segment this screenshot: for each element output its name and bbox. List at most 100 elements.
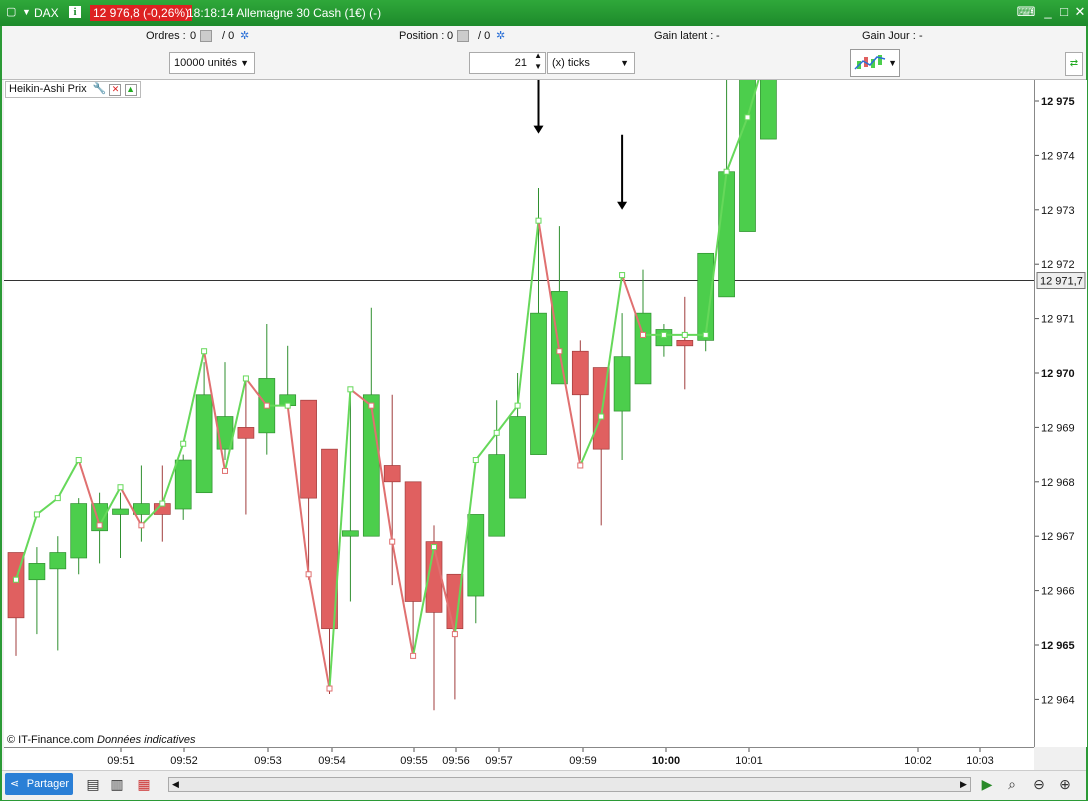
gear-icon[interactable]: ✲ <box>496 30 506 42</box>
line-segment <box>370 405 394 542</box>
credit-source: © IT-Finance.com <box>7 734 94 746</box>
zoom-out-icon[interactable]: ⊖ <box>1033 776 1045 792</box>
line-point <box>201 348 208 355</box>
line-point <box>75 457 82 464</box>
candle-body <box>112 508 129 515</box>
scroll-left-icon[interactable]: ◀ <box>172 779 179 789</box>
candle-body <box>195 394 213 494</box>
current-price-label: 12 971,7 <box>1040 276 1083 288</box>
candle-body <box>404 481 422 602</box>
line-segment <box>725 116 749 173</box>
price-tick-label: 12 965 <box>1041 640 1075 652</box>
line-segment <box>182 351 206 444</box>
line-point <box>514 402 521 409</box>
candle-body <box>488 454 506 537</box>
line-segment <box>412 546 435 657</box>
line-segment <box>161 443 185 504</box>
day-gain-label: Gain Jour : <box>862 30 916 42</box>
chart-settings-icon[interactable]: ▤ <box>86 776 100 792</box>
line-point <box>619 272 626 279</box>
line-point <box>242 375 249 382</box>
orders-value-2: / 0 <box>222 30 235 42</box>
line-segment <box>475 432 498 461</box>
price-tick-label: 12 970 <box>1041 368 1075 380</box>
time-scale[interactable]: 09:51 09:52 09:53 09:54 09:55 09:56 09:57 09:59… <box>4 747 1034 770</box>
zoom-icon[interactable]: ⌕ <box>1008 776 1016 792</box>
info-icon[interactable]: i <box>69 6 81 18</box>
instrument-name[interactable]: DAX <box>34 6 59 20</box>
line-segment <box>140 502 164 527</box>
price-scale[interactable]: 12 964 12 965 12 966 12 967 12 968 12 969 12 9… <box>1034 80 1087 747</box>
line-segment <box>621 274 644 336</box>
period-stepper[interactable]: 21 ▲ ▼ <box>469 51 546 74</box>
autoscroll-icon[interactable]: ▶ <box>981 776 993 792</box>
current-price-box <box>1036 272 1086 290</box>
candle-body <box>676 340 694 347</box>
time-tick-label: 09:59 <box>569 755 597 767</box>
stepper-arrows-icon[interactable]: ▲ ▼ <box>534 51 542 71</box>
keyboard-icon[interactable]: ⌨ <box>1016 4 1036 19</box>
line-segment <box>56 459 80 499</box>
candlestick-chart[interactable] <box>4 43 1034 747</box>
candle-body <box>49 552 67 570</box>
price-tick-label: 12 964 <box>1041 694 1075 706</box>
scroll-right-icon[interactable]: ▶ <box>960 779 967 789</box>
line-point <box>347 386 354 393</box>
wrench-icon[interactable]: 🔧 <box>92 83 107 95</box>
period-unit-select[interactable]: (x) ticks ▼ <box>547 52 635 74</box>
cancel-orders-icon[interactable] <box>200 30 212 42</box>
chart-area[interactable] <box>4 43 1034 747</box>
time-tick-label: 09:56 <box>442 755 470 767</box>
candle-body <box>613 356 631 412</box>
minimize-icon[interactable]: _ <box>1044 4 1052 19</box>
maximize-icon[interactable]: □ <box>1060 4 1068 19</box>
line-segment <box>704 171 728 336</box>
line-segment <box>495 405 519 434</box>
orders-value: 0 <box>190 30 197 42</box>
stats-bar: Ordres : 0 / 0 ✲ Position : 0 / 0 ✲ Gain… <box>2 26 1086 48</box>
chart-type-button[interactable]: ▼ <box>850 49 900 77</box>
zoom-in-icon[interactable]: ⊕ <box>1059 776 1071 792</box>
price-tick-label: 12 969 <box>1041 422 1075 434</box>
chart-type-icon <box>854 55 886 70</box>
controls-bar: 10000 unités ▼ 21 ▲ ▼ (x) ticks ▼ ▼ ⇄ <box>2 47 1086 80</box>
candle-body <box>237 427 255 439</box>
quantity-value: 10000 unités <box>174 57 237 69</box>
line-point <box>222 467 228 474</box>
indicators-icon[interactable]: ▦ <box>137 776 151 792</box>
instrument-title: 18:18:14 Allemagne 30 Cash (1€) (-) <box>187 6 382 20</box>
line-segment <box>119 486 143 526</box>
side-panel-toggle-icon[interactable]: ⇄ <box>1065 52 1083 76</box>
gear-icon[interactable]: ✲ <box>240 30 250 42</box>
line-point <box>744 114 751 121</box>
close-icon[interactable]: ✕ <box>1074 4 1086 19</box>
chevron-down-icon: ▼ <box>888 58 897 68</box>
line-point <box>33 511 40 518</box>
candle-body <box>342 530 359 537</box>
dropdown-icon[interactable]: ▼ <box>22 7 31 17</box>
candle-body <box>739 46 756 232</box>
line-point <box>681 331 688 338</box>
add-icon[interactable]: ▲ <box>124 84 137 96</box>
chevron-down-icon: ▼ <box>620 58 629 68</box>
orders-label: Ordres : <box>146 30 186 42</box>
order-book-icon[interactable]: ▥ <box>110 776 124 792</box>
line-point <box>305 571 312 578</box>
close-position-icon[interactable] <box>457 30 469 42</box>
price-tick-label: 12 974 <box>1041 150 1075 162</box>
candle-body <box>70 503 88 559</box>
expand-icon[interactable]: ▢ <box>6 6 17 18</box>
remove-icon[interactable]: ✕ <box>109 84 122 96</box>
line-segment <box>224 378 247 472</box>
price-tick-label: 12 975 <box>1041 96 1075 108</box>
line-segment <box>600 274 624 417</box>
share-button[interactable]: ⋖ Partager <box>5 773 73 795</box>
time-scrollbar[interactable]: ◀ ▶ <box>168 777 971 792</box>
price-tick-label: 12 973 <box>1041 205 1075 217</box>
candle-body <box>174 459 192 510</box>
indicator-label[interactable]: Heikin-Ashi Prix 🔧 ✕ ▲ <box>5 81 141 98</box>
quantity-select[interactable]: 10000 unités ▼ <box>169 52 255 74</box>
candle-body <box>362 394 380 537</box>
share-icon: ⋖ <box>10 778 20 790</box>
line-point <box>263 402 270 409</box>
